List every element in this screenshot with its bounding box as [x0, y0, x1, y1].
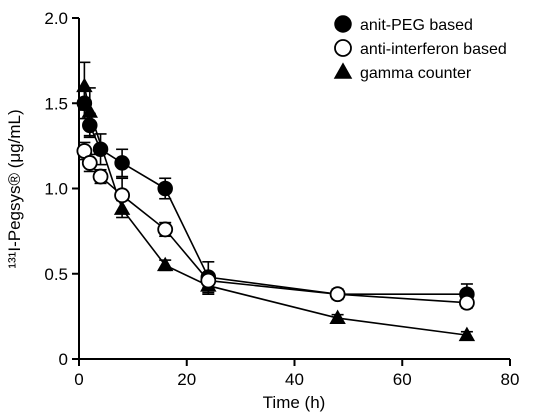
- series-layer: [76, 61, 476, 342]
- data-point: [156, 256, 174, 272]
- legend: anit-PEG based anti-interferon based gamma…: [333, 15, 507, 82]
- legend-item: anti-interferon based: [334, 39, 507, 58]
- legend-marker: [334, 39, 352, 57]
- x-tick-label: 20: [177, 370, 196, 389]
- legend-label: gamma counter: [360, 65, 472, 82]
- y-tick-label: 0.5: [44, 265, 68, 284]
- data-point: [92, 168, 109, 185]
- x-tick-label: 80: [501, 370, 520, 389]
- x-axis-title: Time (h): [263, 393, 326, 412]
- data-point: [76, 95, 93, 111]
- data-point: [82, 117, 98, 134]
- y-axis-title: ¹³¹I-Pegsys® (μg/mL): [5, 109, 24, 268]
- data-point: [458, 326, 476, 342]
- axes: 0 20 40 60 80 0 0.5 1.0 1.5 2.0: [44, 9, 519, 389]
- x-tick-label: 40: [285, 370, 304, 389]
- data-point: [157, 180, 173, 197]
- legend-item: gamma counter: [333, 62, 472, 82]
- series-line: [83, 103, 467, 296]
- legend-marker: [334, 15, 352, 33]
- data-point: [92, 141, 109, 158]
- data-point: [329, 309, 346, 325]
- y-tick-label: 1.0: [44, 180, 68, 199]
- series-1: [76, 141, 475, 311]
- y-tick-label: 1.5: [44, 94, 68, 113]
- data-point: [200, 272, 217, 289]
- legend-marker: [333, 62, 353, 79]
- data-point: [329, 286, 346, 303]
- data-point: [114, 155, 130, 171]
- data-point: [157, 221, 174, 238]
- x-tick-label: 0: [74, 370, 83, 389]
- legend-item: anit-PEG based: [334, 15, 473, 34]
- data-point: [81, 155, 98, 171]
- data-point: [458, 294, 475, 311]
- data-point: [114, 187, 130, 204]
- x-tick-label: 60: [393, 370, 412, 389]
- series-0: [76, 87, 475, 306]
- legend-label: anit-PEG based: [360, 17, 473, 34]
- y-tick-label: 0: [59, 350, 68, 369]
- y-tick-label: 2.0: [44, 9, 68, 28]
- legend-label: anti-interferon based: [360, 41, 507, 58]
